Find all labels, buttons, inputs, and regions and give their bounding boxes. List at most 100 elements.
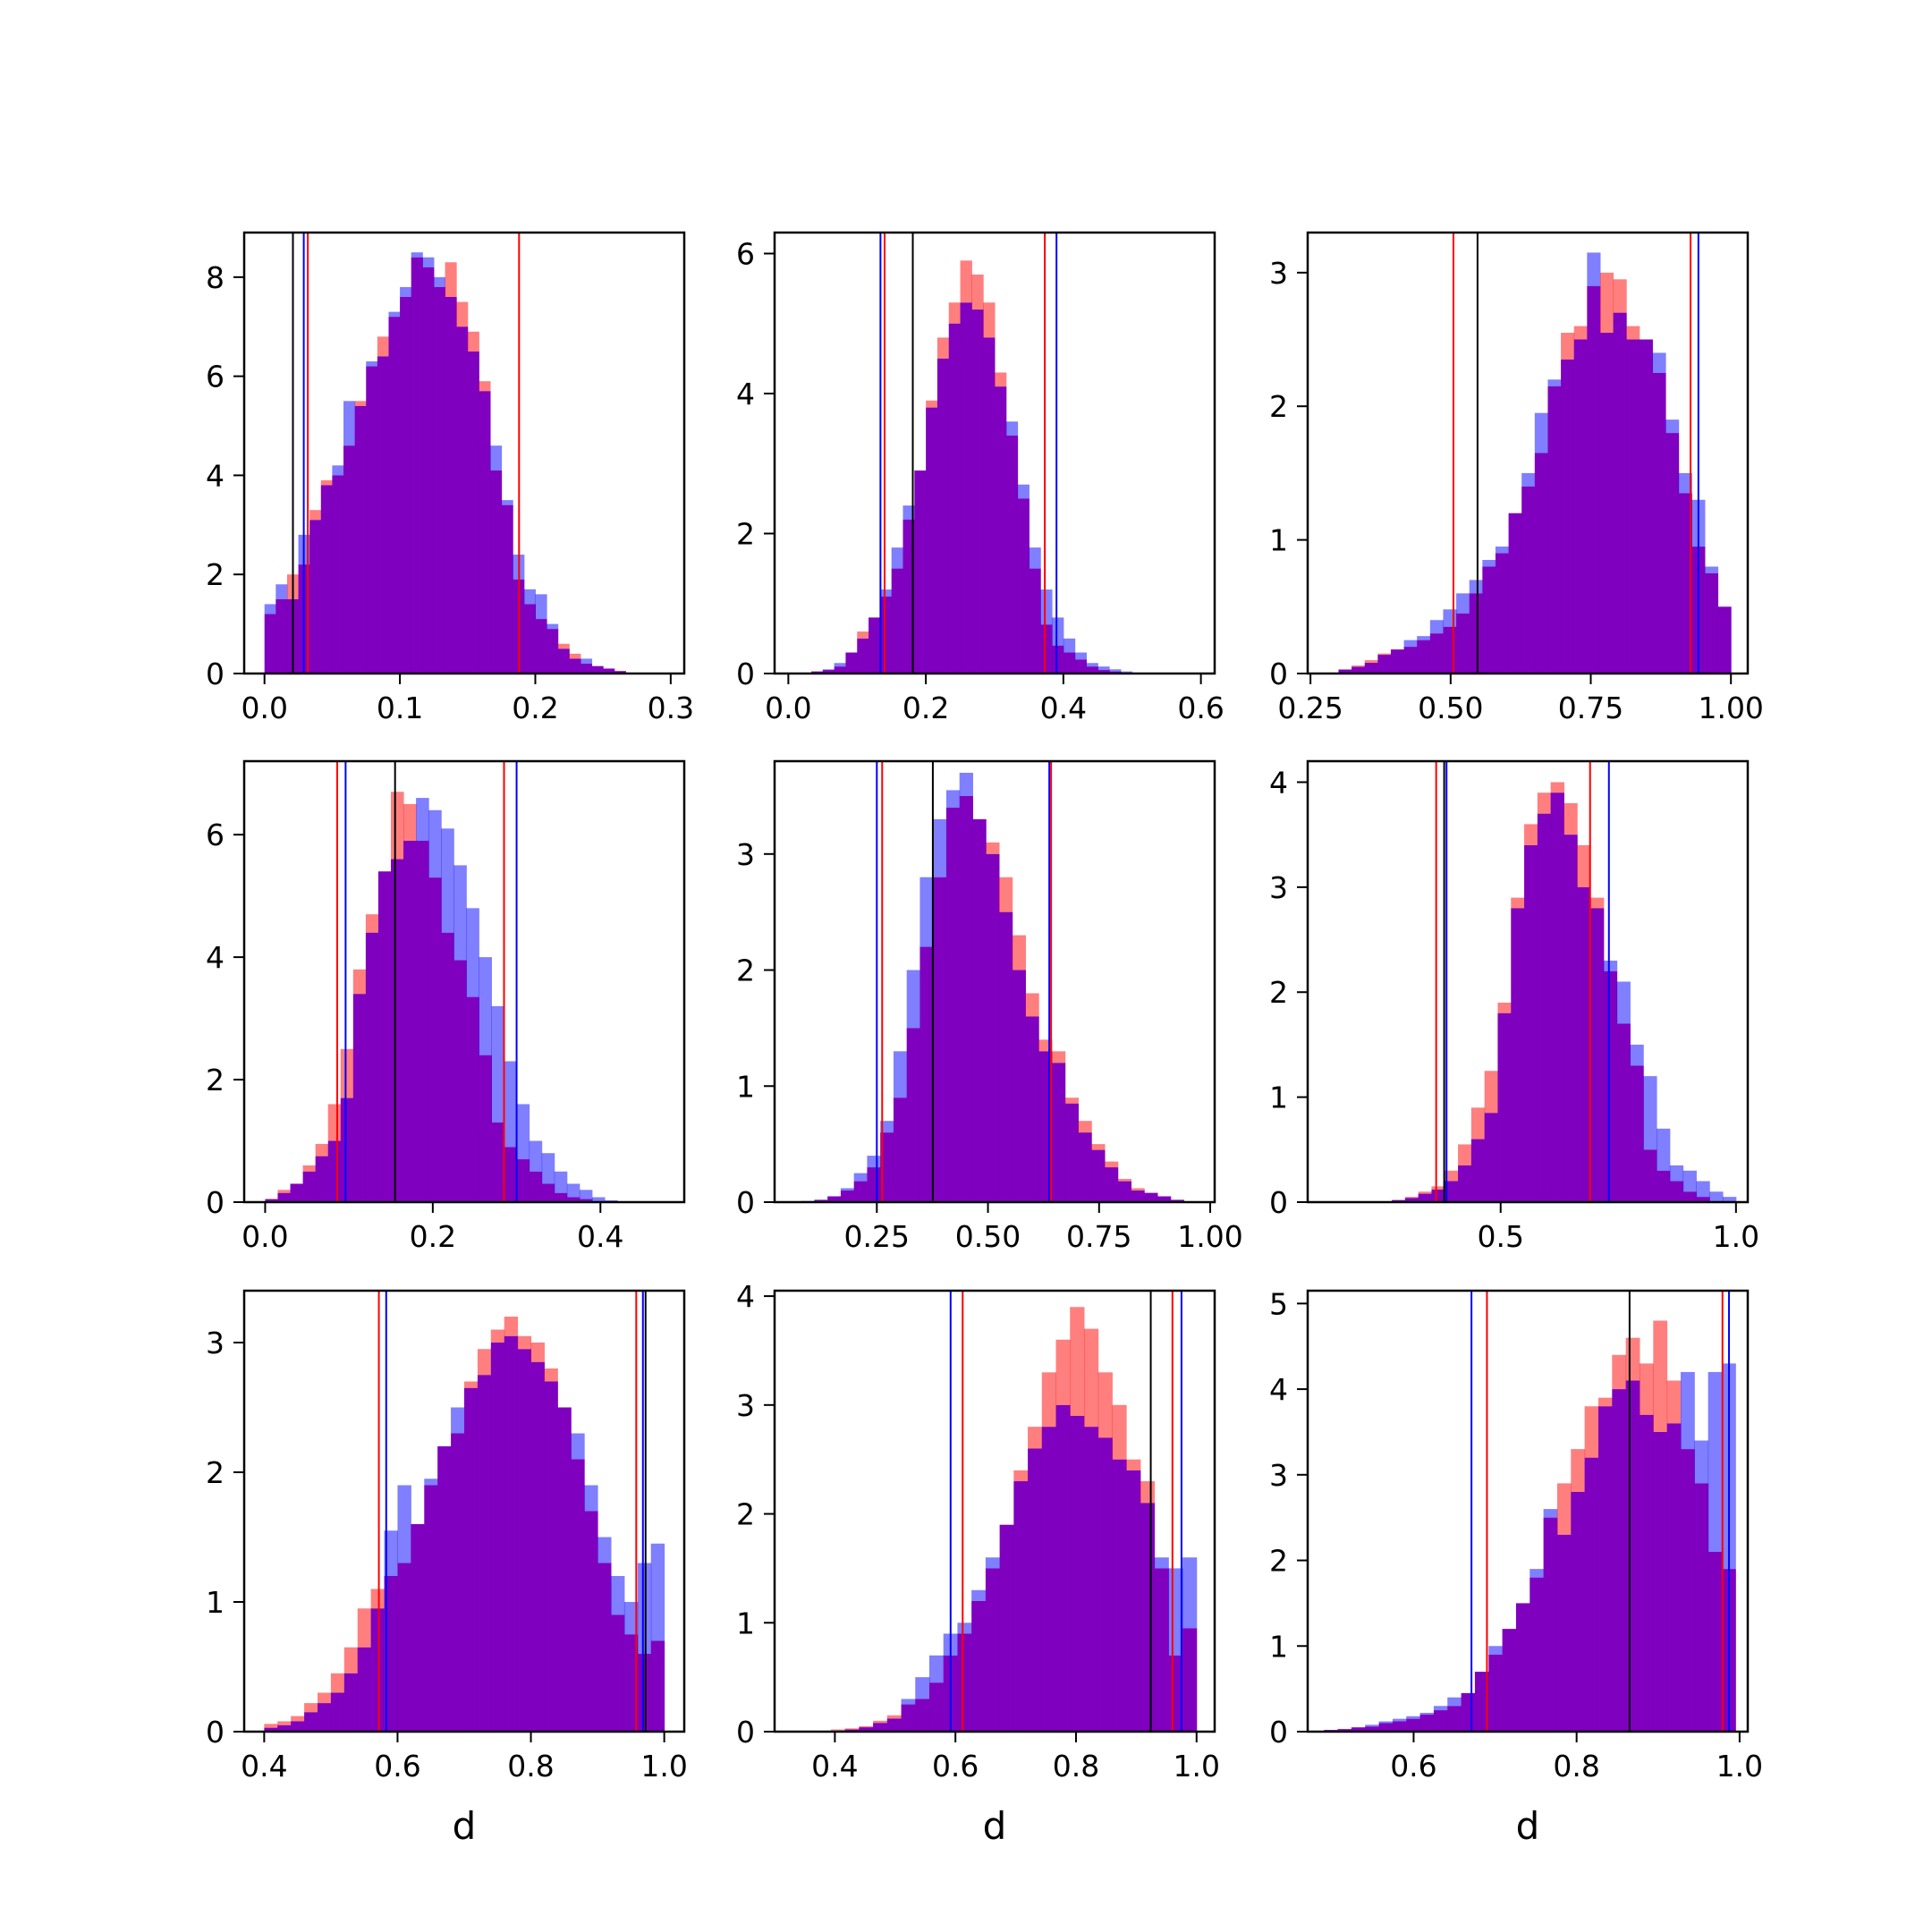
histogram-bar-blue xyxy=(1052,617,1064,646)
y-tick-label: 0 xyxy=(206,1185,225,1220)
histogram-bar-red xyxy=(340,1048,354,1098)
histogram-bar-red xyxy=(1556,1483,1572,1535)
histogram-bar-red xyxy=(1561,333,1575,360)
histogram-bar-overlap xyxy=(1652,372,1666,674)
histogram-bar-overlap xyxy=(623,1634,639,1732)
x-tick-label: 0.4 xyxy=(241,1749,287,1784)
histogram-bar-overlap xyxy=(845,652,858,674)
x-tick-label: 1.0 xyxy=(1713,1219,1759,1254)
histogram-bar-overlap xyxy=(1707,1551,1723,1732)
y-tick-label: 2 xyxy=(206,1455,225,1490)
histogram-bar-overlap xyxy=(1599,333,1614,674)
histogram-bar-red xyxy=(1117,1179,1132,1182)
histogram-bar-overlap xyxy=(1717,606,1732,674)
histogram-bar-overlap xyxy=(1378,1723,1394,1732)
histogram-bar-overlap xyxy=(1154,1568,1169,1732)
histogram-bar-blue xyxy=(1547,379,1562,386)
histogram-bar-red xyxy=(1064,1097,1079,1104)
histogram-bar-overlap xyxy=(933,877,947,1202)
histogram-bar-overlap xyxy=(1005,435,1019,674)
y-tick-label: 3 xyxy=(1269,256,1288,291)
histogram-bar-overlap xyxy=(1403,647,1418,674)
histogram-bar-overlap xyxy=(959,795,973,1202)
y-tick-label: 0 xyxy=(206,657,225,691)
histogram-bar-overlap xyxy=(1657,1170,1671,1202)
histogram-bar-overlap xyxy=(1351,1727,1366,1732)
histogram-bar-overlap xyxy=(377,356,389,674)
histogram-bar-blue xyxy=(343,401,356,446)
histogram-bar-overlap xyxy=(834,666,846,674)
histogram-bar-overlap xyxy=(451,1433,465,1732)
histogram-panel-6: 0.5 1.0 0 1 2 3 4 xyxy=(1269,759,1759,1254)
histogram-bar-blue xyxy=(933,818,947,877)
histogram-bar-blue xyxy=(893,1051,908,1098)
histogram-bar-overlap xyxy=(318,1703,332,1732)
histogram-bar-blue xyxy=(1417,636,1431,640)
histogram-bar-red xyxy=(1126,1459,1141,1470)
histogram-bar-overlap xyxy=(1352,666,1366,674)
x-tick-label: 0.3 xyxy=(648,691,694,725)
histogram-bar-overlap xyxy=(857,638,869,674)
histogram-bar-overlap xyxy=(1182,1628,1198,1732)
histogram-bar-overlap xyxy=(1117,1181,1132,1202)
histogram-bar-overlap xyxy=(1696,1197,1710,1202)
histogram-bar-overlap xyxy=(400,297,412,674)
y-tick-label: 3 xyxy=(206,1326,225,1360)
histogram-bar-overlap xyxy=(1495,553,1510,674)
histogram-bar-red xyxy=(277,1190,292,1193)
histogram-bar-red xyxy=(1431,1186,1445,1190)
histogram-bar-red xyxy=(1012,935,1026,970)
histogram-bar-blue xyxy=(853,1173,868,1182)
histogram-bar-overlap xyxy=(1537,813,1552,1202)
histogram-bar-overlap xyxy=(1392,1721,1407,1732)
histogram-bar-overlap xyxy=(327,1140,342,1202)
histogram-bar-overlap xyxy=(1613,312,1627,674)
histogram-bar-overlap xyxy=(880,1132,894,1202)
histogram-bar-red xyxy=(557,643,570,649)
histogram-bar-overlap xyxy=(1639,339,1653,674)
histogram-bar-blue xyxy=(1587,252,1601,286)
y-tick-label: 0 xyxy=(206,1715,225,1750)
histogram-bar-blue xyxy=(928,1655,945,1683)
histogram-bar-blue xyxy=(453,865,467,961)
histogram-bar-overlap xyxy=(479,391,491,674)
histogram-bar-overlap xyxy=(891,568,903,674)
histogram-bar-overlap xyxy=(1170,1199,1185,1202)
histogram-panel-9: 0.6 0.8 1.0 0 1 2 3 4 5 d xyxy=(1269,1286,1763,1848)
histogram-bar-blue xyxy=(1669,1165,1684,1182)
histogram-bar-overlap xyxy=(428,877,442,1202)
histogram-bar-red xyxy=(960,260,972,303)
x-tick-label: 0.25 xyxy=(1277,691,1343,725)
histogram-bar-red xyxy=(309,510,322,521)
histogram-bar-overlap xyxy=(1524,844,1538,1202)
histogram-bar-blue xyxy=(1109,669,1122,672)
histogram-bar-red xyxy=(302,1165,317,1172)
histogram-bar-overlap xyxy=(1040,624,1053,674)
histogram-bar-overlap xyxy=(466,996,479,1202)
histogram-bar-overlap xyxy=(569,658,581,674)
histogram-bar-blue xyxy=(891,547,903,569)
histogram-bar-overlap xyxy=(971,1600,987,1732)
histogram-bar-red xyxy=(445,262,457,298)
histogram-bar-blue xyxy=(1482,560,1496,567)
histogram-bar-overlap xyxy=(445,297,457,674)
histogram-bar-blue xyxy=(1678,472,1692,494)
histogram-bar-overlap xyxy=(1028,1448,1043,1732)
histogram-bar-blue xyxy=(1657,1128,1671,1171)
histogram-bar-overlap xyxy=(1419,1714,1435,1732)
histogram-bar-overlap xyxy=(541,1183,555,1202)
histogram-bar-overlap xyxy=(1126,1470,1141,1732)
histogram-bar-overlap xyxy=(1364,663,1378,674)
histogram-panel-5: 0.25 0.50 0.75 1.00 0 1 2 3 xyxy=(736,759,1243,1254)
histogram-bar-blue xyxy=(945,790,961,808)
histogram-bar-overlap xyxy=(1665,433,1680,674)
y-tick-label: 8 xyxy=(206,260,225,295)
histogram-bar-blue xyxy=(1447,1697,1462,1707)
histogram-bar-overlap xyxy=(1704,572,1719,674)
histogram-bar-blue xyxy=(623,1602,639,1635)
histogram-bar-overlap xyxy=(1078,1132,1092,1202)
histogram-bar-blue xyxy=(1378,1721,1394,1724)
histogram-bar-blue xyxy=(1707,1371,1723,1552)
histogram-bar-overlap xyxy=(998,911,1013,1202)
